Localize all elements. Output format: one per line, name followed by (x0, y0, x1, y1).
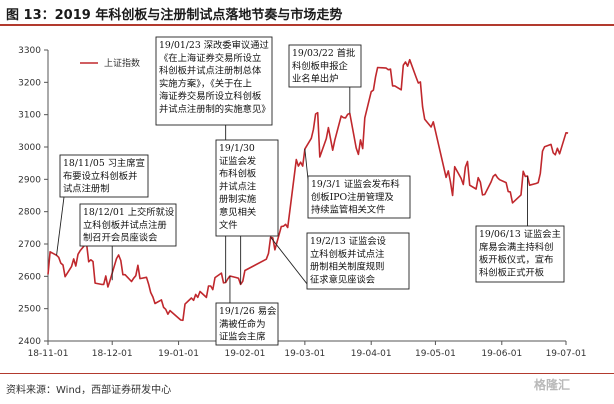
x-tick-label: 19-05-01 (415, 349, 456, 359)
x-tick-label: 18-12-01 (92, 349, 133, 359)
bottom-rule (0, 373, 614, 374)
annotation-box (215, 302, 279, 346)
x-tick-label: 19-01-01 (158, 349, 199, 359)
annotation-text-line: 册制相关制度规则 (310, 261, 384, 273)
annotation-text-line: 册制实施 (219, 193, 256, 205)
y-tick-label: 2700 (18, 240, 41, 250)
annotation-text-line: 实施方案》，《关于在上 (159, 77, 252, 89)
watermark-logo: 格隆汇 (534, 378, 571, 392)
x-tick-label: 18-11-01 (28, 349, 69, 359)
annotation-box (307, 175, 411, 219)
annotation-text-line: 18/12/01 上交所就设 (83, 206, 174, 218)
annotation-text-line: 持续监管相关文件 (311, 204, 385, 216)
annotation-text-line: 18/11/05 习主席宣 (63, 157, 145, 169)
annotation-box (215, 139, 279, 237)
annotation-text-line: 海证券交易所设立科创板 (159, 90, 261, 102)
annotation-text-line: 《在上海证券交易所设立 (159, 52, 261, 64)
y-tick-label: 2600 (18, 272, 41, 282)
annotation-text-line: 创板IPO注册管理及 (311, 191, 394, 203)
annotation-text-line: 证监会主席 (219, 331, 266, 343)
line-chart: 2400 2500 2600 2700 2800 2900 3000 3100 3200 3300… (18, 36, 587, 359)
annotation-text-line: 意见相关 (219, 206, 256, 218)
x-tick-label: 19-03-01 (284, 349, 325, 359)
y-tick-label: 3100 (18, 111, 41, 121)
annotation-text-line: 19/2/13 证监会设 (310, 235, 386, 247)
annotation-leader (270, 236, 312, 290)
annotation-box (79, 203, 177, 247)
annotation-text-line: 试点注册制 (63, 183, 110, 195)
annotation-text-line: 19/03/22 首批 (292, 47, 355, 59)
y-tick-label: 2900 (18, 175, 41, 185)
y-tick-label: 2800 (18, 208, 41, 218)
annotation-callout: 19/01/23 深改委审议通过《在上海证券交易所设立科创板并试点注册制总体实施… (155, 36, 273, 283)
annotation-box (306, 232, 410, 290)
annotation-text-line: 并试点注 (219, 180, 256, 192)
series-line-shanghai-index (47, 58, 569, 322)
annotation-text-line: 科创板并试点注册制总体 (159, 65, 262, 77)
annotation-text-line: 立科创板并试点注 (310, 248, 384, 260)
x-tick-label: 19-06-01 (481, 349, 522, 359)
annotation-text-line: 科创板申报企 (292, 60, 348, 72)
x-tick-label: 19-07-01 (546, 349, 587, 359)
y-tick-label: 2500 (18, 305, 41, 315)
source-note: 资料来源：Wind，西部证券研发中心 (6, 385, 172, 396)
y-tick-label: 3300 (18, 46, 41, 56)
annotation-text-line: 19/06/13 证监会主 (479, 228, 561, 240)
annotation-text-line: 业名单出炉 (292, 73, 339, 85)
annotation-leader (56, 196, 65, 256)
annotation-text-line: 证监会发 (219, 155, 256, 167)
annotation-text-line: 文件 (219, 219, 238, 231)
annotation-text-line: 19/3/1 证监会发布科 (311, 178, 400, 190)
annotation-box (475, 225, 565, 283)
y-tick-label: 3200 (18, 78, 41, 88)
annotation-text-line: 19/01/23 深改委审议通过 (159, 39, 269, 51)
annotation-text-line: 布要设立科创板并 (63, 170, 137, 182)
legend-label: 上证指数 (104, 57, 140, 69)
x-tick-label: 19-04-01 (351, 349, 392, 359)
annotation-text-line: 征求意见座谈会 (310, 273, 375, 285)
y-tick-label: 3000 (18, 143, 41, 153)
annotation-box (155, 36, 273, 126)
annotation-text-line: 19/1/30 (219, 143, 255, 154)
title-rule (0, 24, 614, 26)
annotation-text-line: 席易会满主持科创 (479, 241, 553, 253)
annotation-text-line: 19/1/26 易会 (219, 305, 276, 317)
annotation-box (288, 44, 362, 88)
y-tick-label: 2400 (18, 337, 41, 347)
figure-title: 图 13：2019 年科创板与注册制试点落地节奏与市场走势 (6, 8, 343, 23)
annotation-box (59, 154, 149, 198)
annotation-text-line: 板开板仪式，宣布 (479, 254, 553, 266)
annotation-text-line: 并试点注册制的实施意见》 (159, 103, 271, 115)
annotation-text-line: 布科创板 (219, 168, 256, 180)
annotation-text-line: 立科创板并试点注册 (83, 219, 167, 231)
x-tick-label: 19-02-01 (224, 349, 265, 359)
annotation-text-line: 满被任命为 (219, 318, 266, 330)
annotation-text-line: 制召开会员座谈会 (83, 232, 157, 244)
legend: 上证指数 (80, 57, 140, 69)
annotation-text-line: 科创板正式开板 (479, 266, 544, 278)
